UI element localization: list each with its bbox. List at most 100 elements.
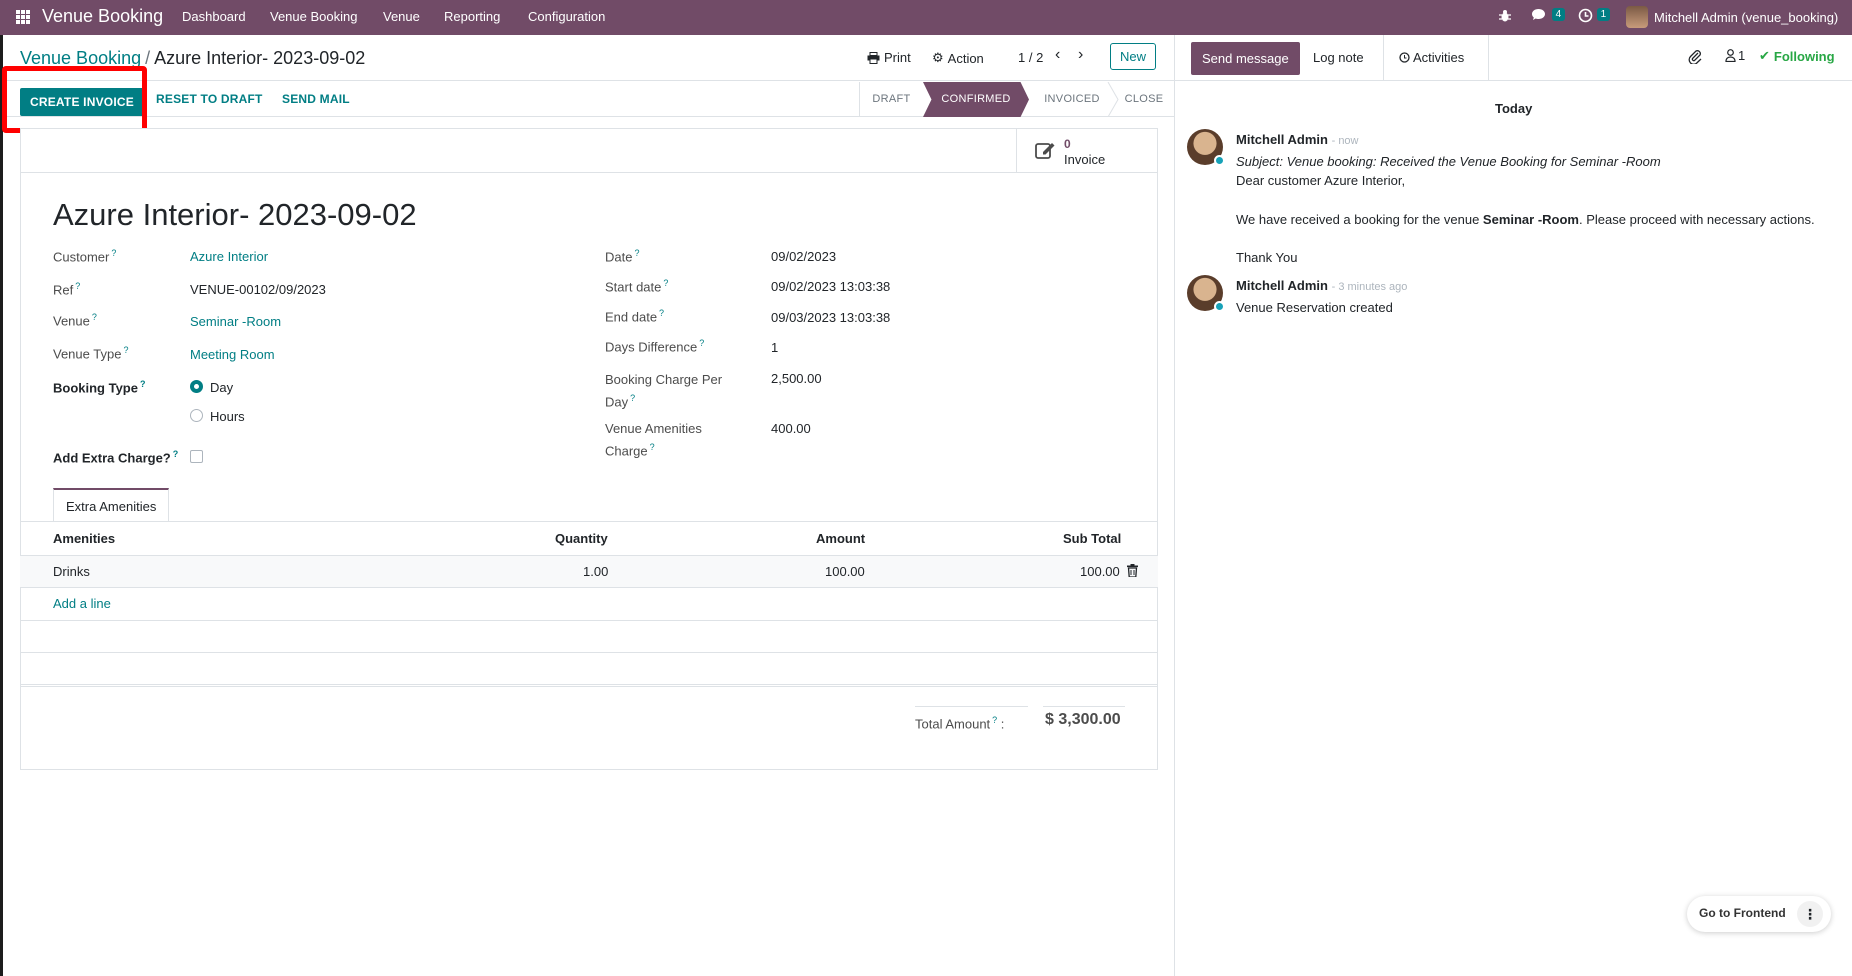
row-divider (20, 684, 1158, 685)
send-message-button[interactable]: Send message (1191, 42, 1300, 75)
booking-type-day-radio[interactable] (190, 380, 203, 393)
extra-charge-checkbox[interactable] (190, 450, 203, 463)
online-status-icon (1214, 155, 1225, 166)
invoice-smart-button[interactable]: 0 Invoice (1016, 129, 1157, 172)
check-icon: ✔ (1759, 48, 1770, 63)
followers-button[interactable]: 1 (1725, 48, 1745, 63)
stage-confirmed[interactable]: CONFIRMED (923, 82, 1029, 117)
date-separator: Today (1495, 101, 1533, 116)
days-difference-label: Days Difference? (605, 338, 705, 355)
bug-icon[interactable] (1498, 9, 1512, 26)
column-subtotal[interactable]: Sub Total (1063, 531, 1122, 546)
tab-divider (1383, 35, 1384, 80)
column-amount[interactable]: Amount (816, 531, 866, 546)
total-divider (915, 706, 1028, 707)
messages-count: 4 (1551, 8, 1566, 21)
menu-reporting[interactable]: Reporting (444, 9, 501, 24)
venue-value[interactable]: Seminar -Room (190, 314, 282, 329)
app-brand[interactable]: Venue Booking (42, 6, 164, 26)
log-note-button[interactable]: Log note (1313, 50, 1364, 65)
go-to-frontend-widget: Go to Frontend ⋮ (1687, 896, 1831, 932)
end-date-value: 09/03/2023 13:03:38 (771, 310, 891, 325)
tab-underline (20, 521, 1158, 522)
pager-next-icon[interactable]: › (1078, 46, 1084, 63)
add-line-link[interactable]: Add a line (53, 596, 111, 611)
print-button[interactable]: Print (867, 50, 911, 65)
chatter-panel: Send message Log note Activities 1 ✔ Fol… (1174, 35, 1852, 976)
paperclip-icon[interactable] (1688, 49, 1702, 64)
delete-row-icon[interactable] (1127, 564, 1138, 577)
breadcrumb-parent[interactable]: Venue Booking (20, 48, 142, 68)
venue-type-value[interactable]: Meeting Room (190, 347, 275, 362)
pager-previous-icon[interactable]: ‹ (1055, 46, 1061, 63)
tab-extra-amenities[interactable]: Extra Amenities (53, 488, 170, 522)
following-button[interactable]: ✔ Following (1759, 48, 1835, 64)
print-icon (867, 51, 880, 64)
left-edge (0, 35, 3, 976)
activities-button[interactable]: Activities (1399, 50, 1464, 65)
form-sheet: 0 Invoice (20, 128, 1158, 770)
message-signoff: Thank You (1236, 250, 1298, 265)
apps-grid-icon[interactable] (16, 10, 30, 24)
booking-type-day-label[interactable]: Day (210, 380, 234, 395)
row-divider (20, 652, 1158, 653)
user-menu[interactable]: Mitchell Admin (venue_booking) (1626, 6, 1838, 28)
menu-venue-booking[interactable]: Venue Booking (270, 9, 358, 24)
tab-divider (1488, 35, 1489, 80)
message-avatar[interactable] (1187, 275, 1225, 312)
stage-pipeline: DRAFT CONFIRMED INVOICED CLOSE (859, 82, 1175, 117)
go-to-frontend-button[interactable]: Go to Frontend (1699, 906, 1786, 920)
send-mail-button[interactable]: SEND MAIL (282, 92, 350, 106)
stage-invoiced[interactable]: INVOICED (1044, 93, 1100, 105)
more-options-icon[interactable]: ⋮ (1797, 901, 1823, 927)
table-row[interactable]: Drinks 1.00 100.00 100.00 (20, 556, 1158, 587)
message-time: - 3 minutes ago (1331, 281, 1408, 293)
activities-icon[interactable]: 1 (1578, 8, 1611, 26)
menu-dashboard[interactable]: Dashboard (182, 9, 246, 24)
total-value: $ 3,300.00 (1045, 711, 1121, 728)
message-author[interactable]: Mitchell Admin (1236, 278, 1328, 293)
column-amenities[interactable]: Amenities (53, 531, 116, 546)
menu-venue[interactable]: Venue (383, 9, 420, 24)
date-label: Date? (605, 248, 640, 265)
pager-value[interactable]: 1 / 2 (1018, 50, 1044, 65)
breadcrumb: Venue Booking / Azure Interior- 2023-09-02 (20, 48, 365, 69)
table-bottom-border (20, 686, 1158, 687)
action-button[interactable]: ⚙ Action (932, 50, 984, 66)
record-title: Azure Interior- 2023-09-02 (53, 197, 417, 232)
total-divider (1043, 706, 1125, 707)
date-value: 09/02/2023 (771, 249, 837, 264)
create-invoice-button[interactable]: CREATE INVOICE (20, 88, 144, 116)
amenities-charge-value: 400.00 (771, 421, 811, 436)
print-label: Print (884, 50, 911, 65)
venue-type-label: Venue Type? (53, 345, 129, 362)
end-date-label: End date? (605, 308, 665, 325)
activities-label: Activities (1413, 50, 1465, 65)
total-label: Total Amount? : (915, 715, 1005, 732)
stage-draft[interactable]: DRAFT (859, 82, 923, 117)
start-date-label: Start date? (605, 278, 669, 295)
menu-configuration[interactable]: Configuration (528, 9, 606, 24)
booking-type-hours-label[interactable]: Hours (210, 409, 245, 424)
customer-value[interactable]: Azure Interior (190, 249, 269, 264)
top-navbar: Venue Booking Dashboard Venue Booking Ve… (0, 0, 1852, 35)
booking-charge-label: Booking Charge Per Day? (605, 372, 723, 410)
column-quantity[interactable]: Quantity (555, 531, 608, 546)
booking-charge-value: 2,500.00 (771, 371, 822, 386)
ref-value: VENUE-00102/09/2023 (190, 282, 326, 297)
reset-to-draft-button[interactable]: RESET TO DRAFT (156, 92, 263, 106)
messages-icon[interactable]: 4 (1531, 8, 1566, 26)
booking-type-hours-radio[interactable] (190, 409, 203, 422)
message-author[interactable]: Mitchell Admin (1236, 132, 1328, 147)
stage-close[interactable]: CLOSE (1124, 93, 1164, 105)
online-status-icon (1214, 301, 1225, 312)
row-divider (20, 587, 1158, 588)
chatter-topbar-border (1175, 80, 1852, 81)
extra-charge-label: Add Extra Charge?? (53, 449, 179, 466)
message-body: Venue Reservation created (1236, 299, 1393, 315)
action-label: Action (947, 50, 984, 66)
new-button[interactable]: New (1110, 43, 1157, 70)
message-avatar[interactable] (1187, 129, 1225, 166)
message-body: We have received a booking for the venue… (1236, 211, 1815, 227)
clock-icon (1399, 52, 1410, 63)
